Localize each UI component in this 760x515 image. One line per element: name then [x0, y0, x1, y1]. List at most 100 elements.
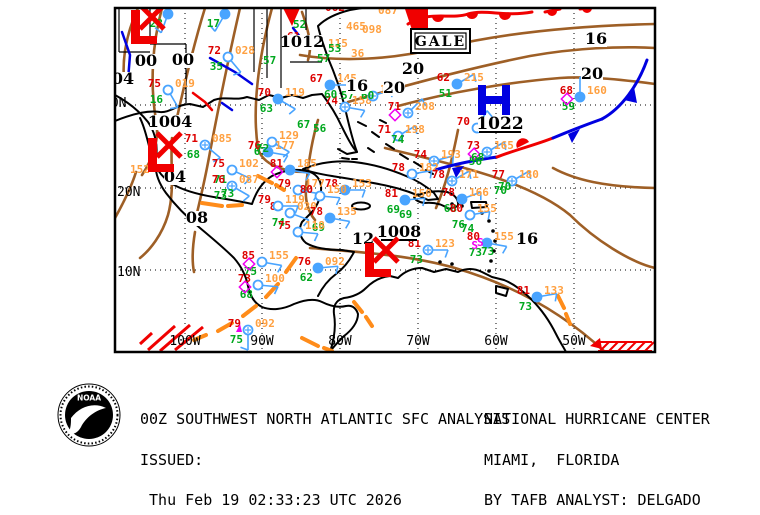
map-label: 20	[402, 59, 424, 78]
map-label: 155	[269, 249, 289, 262]
map-label: 57	[317, 52, 330, 65]
issued-label: ISSUED:	[140, 450, 204, 469]
map-label: 465	[346, 20, 366, 33]
map-label: 198	[405, 123, 425, 136]
map-label: 78	[432, 168, 445, 181]
map-label: 81	[270, 157, 284, 170]
station-plot: 81 133 73	[517, 284, 564, 313]
map-label: 74	[391, 133, 405, 146]
low-symbol	[365, 236, 400, 277]
map-label: GALE	[415, 34, 466, 50]
station-plot: 74 193	[414, 148, 461, 167]
map-label: 78	[442, 186, 455, 199]
station-plot: 81 185	[270, 157, 317, 181]
map-label: 098	[362, 23, 382, 36]
map-label: 208	[415, 100, 435, 113]
station-plot: 75 102 71	[212, 157, 259, 186]
map-label: 52	[293, 18, 306, 31]
station-plot: 77 180 70	[492, 168, 539, 197]
map-label: 71	[388, 100, 402, 113]
station-plot: 72 028 35	[208, 44, 255, 76]
station-plot: 79 119	[258, 193, 305, 214]
map-label: 123	[435, 237, 455, 250]
map-label: 50W	[562, 334, 586, 349]
analyst-line: BY TAFB ANALYST: DELGADO	[484, 491, 701, 509]
map-label: 133	[544, 284, 564, 297]
map-label: 78	[325, 177, 338, 190]
map-label: 72	[256, 142, 269, 155]
agency-city: MIAMI, FLORIDA	[484, 450, 620, 469]
map-label: 087	[239, 173, 259, 186]
map-label: 73	[238, 272, 251, 285]
map-label: 155	[477, 202, 497, 215]
map-label: 81	[517, 284, 531, 297]
map-label: 04	[112, 69, 134, 88]
map-label: 75	[278, 219, 291, 232]
map-frame	[113, 6, 657, 354]
map-label: 17	[207, 17, 220, 30]
station-plot: 79 177	[278, 177, 325, 201]
map-label: 70W	[406, 334, 430, 349]
map-label: 20	[383, 78, 405, 97]
map-label: 193	[441, 148, 461, 161]
map-label: 60W	[484, 334, 508, 349]
map-label: 74	[414, 148, 428, 161]
map-canvas: 1723720283575019167011963741586714568190…	[103, 1, 656, 353]
map-label: 75	[212, 157, 225, 170]
graticule-labels: 30N 20N 10N 100W 90W 80W 70W 60W 50W	[103, 96, 586, 349]
product-block: 00Z SOUTHWEST NORTH ATLANTIC SFC ANALYSI…	[140, 386, 510, 515]
map-label: 69	[312, 221, 325, 234]
map-label: 135	[337, 205, 357, 218]
map-label: 79	[278, 177, 291, 190]
map-label: 16	[516, 229, 538, 248]
noaa-logo-text: NOAA	[77, 394, 101, 403]
map-label: 56	[313, 122, 327, 135]
map-label: 119	[285, 193, 305, 206]
map-label: 68	[444, 202, 457, 215]
map-label: 092	[255, 317, 275, 330]
map-label: 092	[325, 255, 345, 268]
map-label: 177	[275, 139, 295, 152]
station-plot: 78 153	[325, 177, 372, 198]
map-label: 1012	[280, 32, 325, 51]
map-label: 16	[150, 93, 164, 106]
map-label: 085	[212, 132, 232, 145]
map-label: 062	[325, 1, 345, 14]
map-label: 73	[214, 189, 227, 202]
high-symbol: 1022	[476, 85, 524, 134]
map-label: 73	[467, 139, 480, 152]
fronts	[120, 7, 649, 349]
map-label: S	[477, 236, 484, 249]
map-label: 76	[452, 218, 466, 231]
station-plot: 71 198	[378, 123, 425, 142]
map-label: 166	[469, 186, 489, 199]
agency-name: NATIONAL HURRICANE CENTER	[484, 410, 710, 428]
noaa-bird-icon	[69, 405, 106, 434]
map-label: 16	[346, 76, 368, 95]
map-label: 63	[260, 102, 273, 115]
station-plot: 71 208	[388, 98, 435, 122]
station-plot: 76 087 73	[212, 173, 259, 202]
map-label: 70	[498, 180, 511, 193]
map-label: 30N	[103, 96, 126, 111]
map-label: 115	[328, 37, 348, 50]
gale-warning-box: GALE	[410, 28, 471, 54]
station-plot: 17	[207, 8, 231, 32]
map-label: 71	[214, 173, 228, 186]
map-label: 68	[560, 84, 573, 97]
map-label: 81	[385, 187, 399, 200]
map-label: 76	[212, 173, 226, 186]
station-plot: 79 092 75	[228, 317, 275, 351]
map-label: 087	[378, 4, 398, 17]
station-plot: 70 119 63	[258, 86, 305, 115]
map-label: 36	[351, 47, 365, 60]
map-label: 129	[279, 129, 299, 142]
low-symbol	[131, 7, 166, 44]
pressure-centers: 1022	[131, 7, 524, 277]
station-plot: 81 150 69	[385, 187, 432, 216]
map-label: 75	[230, 333, 243, 346]
